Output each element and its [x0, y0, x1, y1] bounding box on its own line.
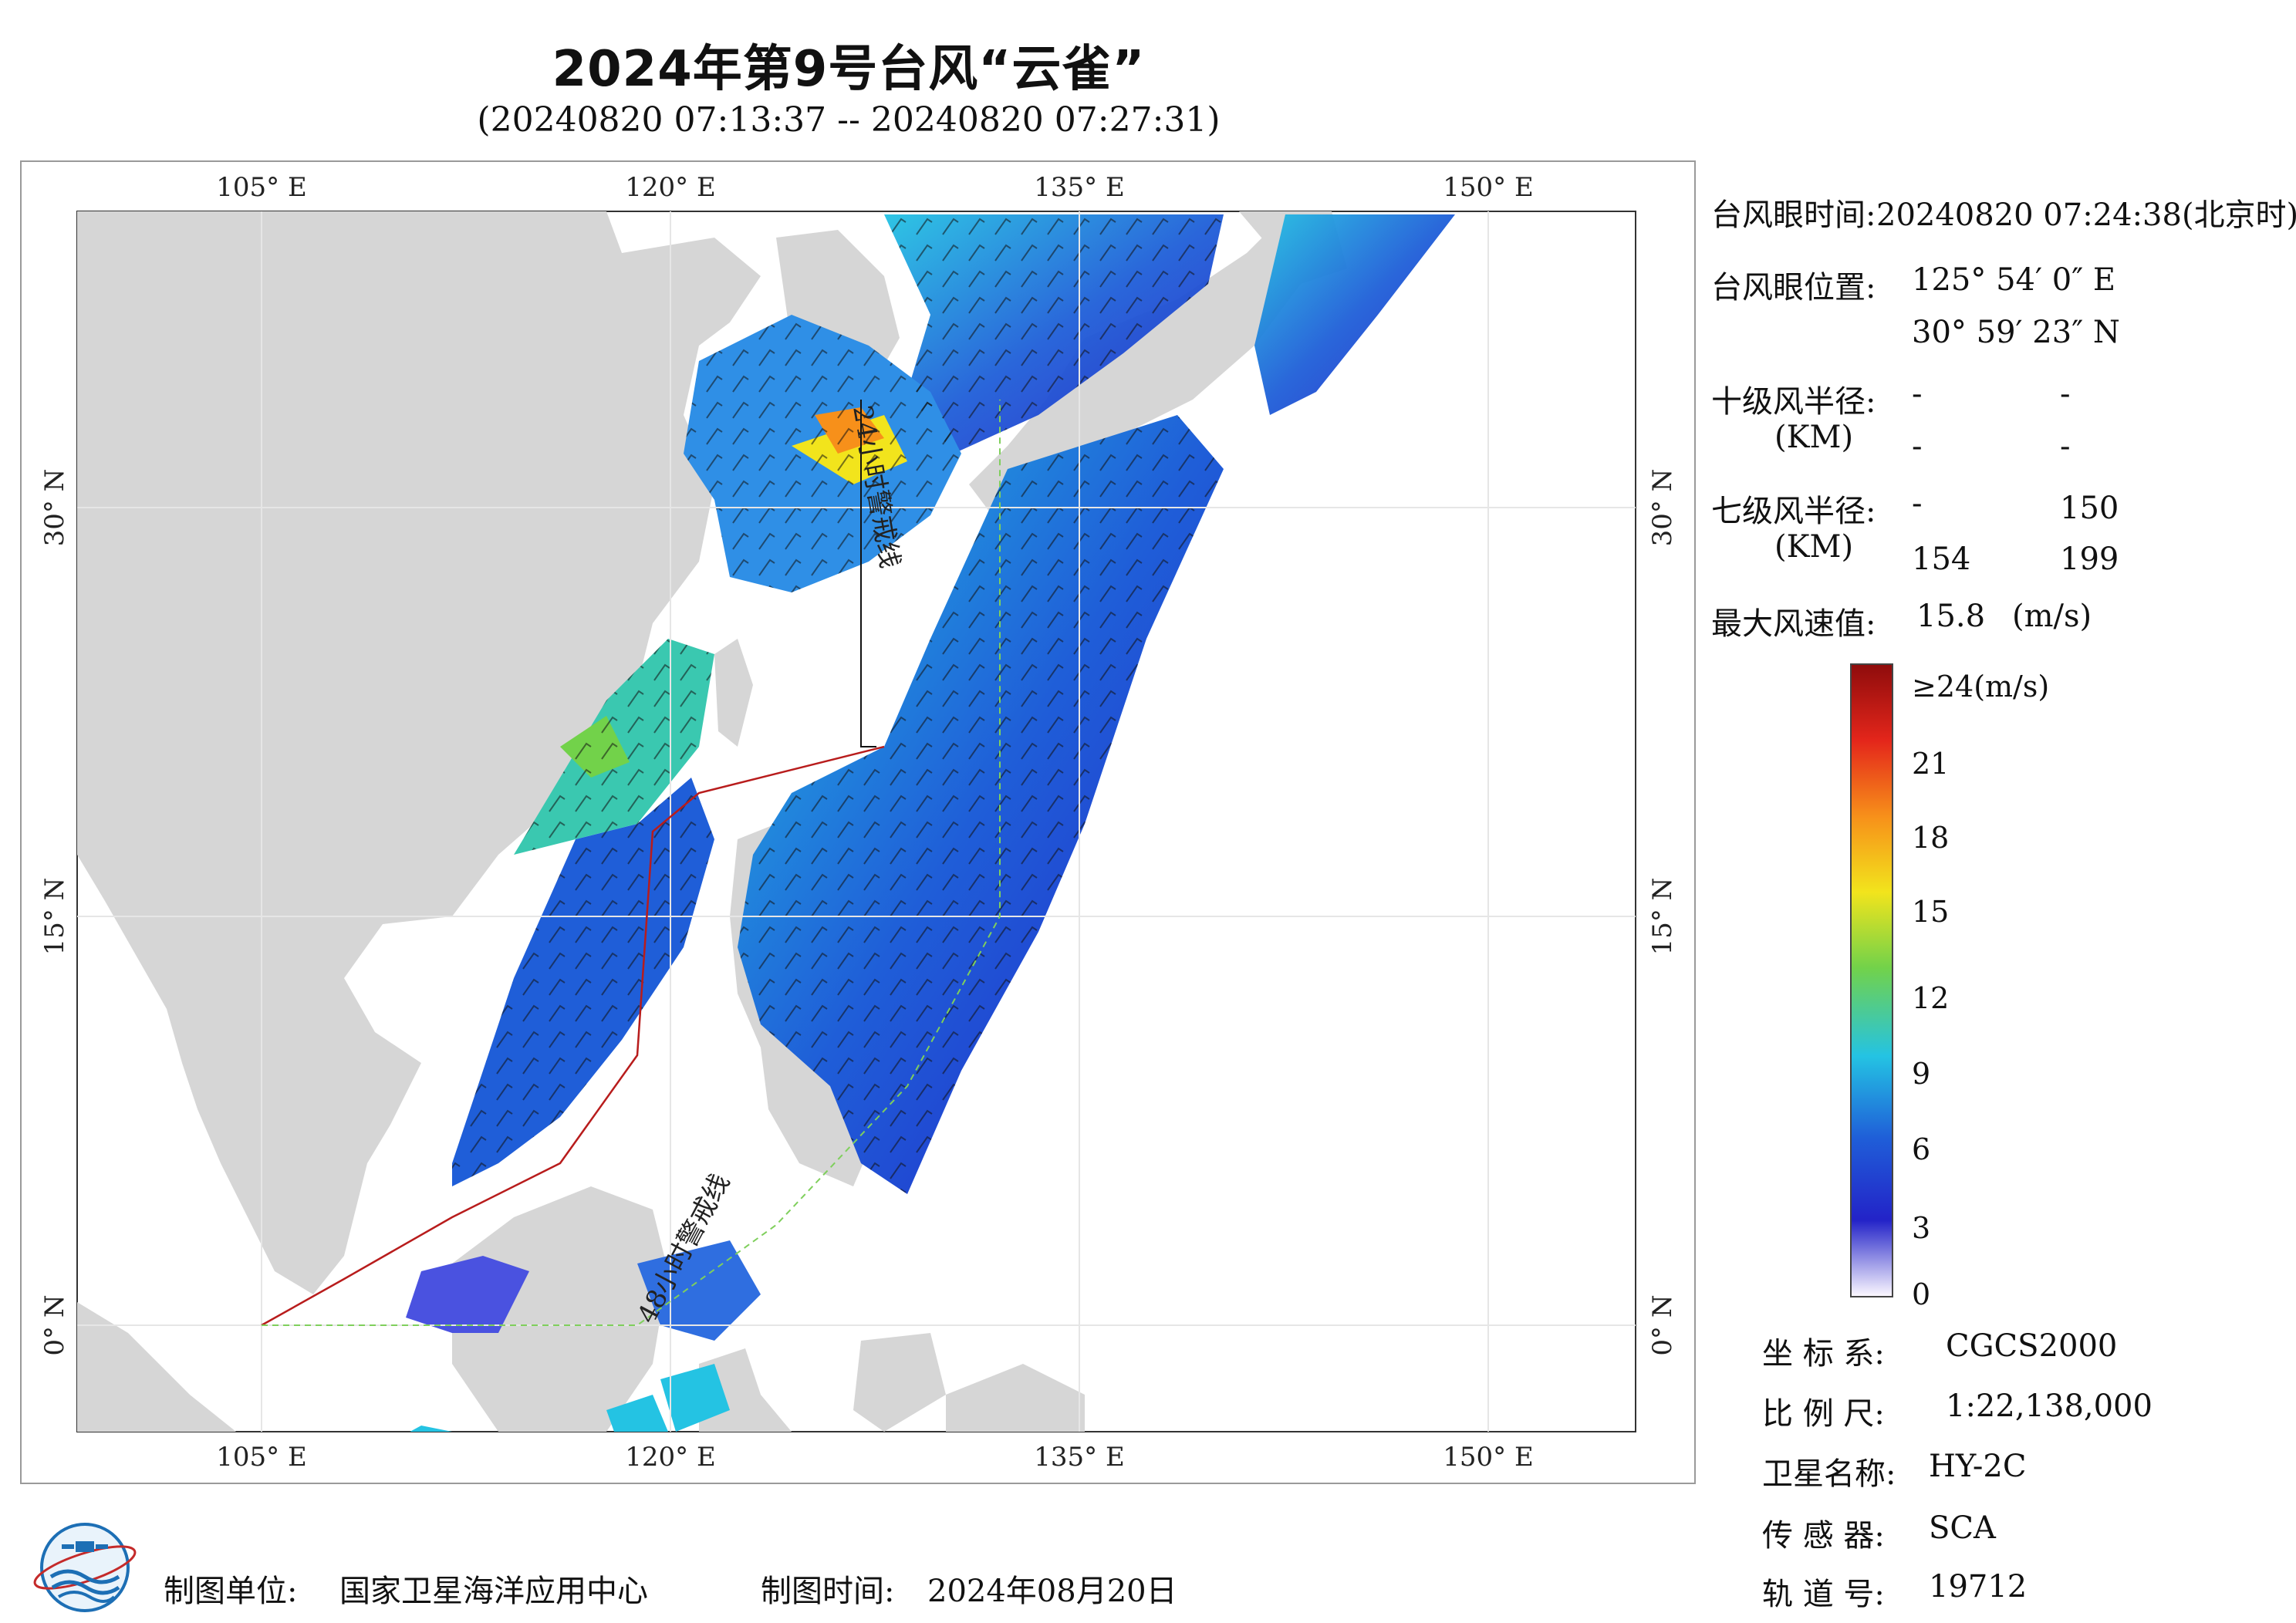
colorbar-tick-18: 18	[1912, 821, 1950, 855]
scale-value: 1:22,138,000	[1946, 1388, 2152, 1424]
r7-value-4: 199	[2060, 542, 2119, 577]
colorbar-tick-0: 0	[1912, 1277, 1931, 1311]
eye-time-value: 20240820 07:24:38(北京时)	[1876, 197, 2296, 233]
colorbar-tick-24: ≥24(m/s)	[1912, 670, 2050, 704]
r7-label: 七级风半径:	[1711, 494, 1876, 529]
r10-unit: (KM)	[1774, 420, 1854, 455]
crs-label: 坐 标 系:	[1762, 1336, 1885, 1372]
wind-swaths	[352, 214, 1455, 1432]
lat-label-right-0: 0° N	[1647, 1294, 1678, 1355]
r7-value-3: 154	[1912, 542, 1971, 577]
eye-latitude: 30° 59′ 23″ N	[1912, 315, 2120, 350]
r7-unit: (KM)	[1774, 529, 1854, 565]
lon-label-top-135: 135° E	[1034, 172, 1125, 203]
production-date-label: 制图时间:	[761, 1574, 895, 1609]
production-date-value: 2024年08月20日	[927, 1574, 1177, 1609]
map-title: 2024年第9号台风“云雀”	[552, 41, 1146, 98]
eye-longitude: 125° 54′ 0″ E	[1912, 262, 2116, 298]
producer-value: 国家卫星海洋应用中心	[339, 1574, 648, 1609]
max-wind-label: 最大风速值:	[1711, 606, 1876, 642]
lon-label-top-105: 105° E	[216, 172, 307, 203]
colorbar-tick-21: 21	[1912, 747, 1950, 781]
r10-value-4: -	[2060, 429, 2071, 464]
colorbar-tick-9: 9	[1912, 1057, 1931, 1091]
map-time-range: (20240820 07:13:37 -- 20240820 07:27:31)	[477, 100, 1221, 140]
sensor-value: SCA	[1929, 1510, 1996, 1546]
scale-label: 比 例 尺:	[1762, 1396, 1885, 1432]
lon-label-bottom-150: 150° E	[1443, 1442, 1534, 1473]
satellite-label: 卫星名称:	[1762, 1456, 1896, 1492]
colorbar-tick-6: 6	[1912, 1132, 1931, 1166]
lon-label-bottom-105: 105° E	[216, 1442, 307, 1473]
nsoas-logo-icon	[33, 1523, 137, 1612]
lat-label-right-30: 30° N	[1647, 469, 1678, 547]
lon-label-top-120: 120° E	[625, 172, 716, 203]
lat-label-left-30: 30° N	[39, 469, 70, 547]
wind-speed-colorbar	[1850, 663, 1893, 1297]
r10-value-1: -	[1912, 376, 1923, 412]
r10-value-3: -	[1912, 429, 1923, 464]
colorbar-tick-12: 12	[1912, 981, 1950, 1015]
colorbar-tick-15: 15	[1912, 895, 1950, 929]
lat-label-right-15: 15° N	[1647, 878, 1678, 956]
colorbar-tick-3: 3	[1912, 1211, 1931, 1245]
map-frame	[20, 160, 1696, 1484]
graticule	[77, 211, 1636, 1432]
wind-map: 24小时警戒线 48小时警戒线 105° E 120° E 135° E 150…	[39, 172, 1678, 1473]
producer-label: 制图单位:	[164, 1574, 298, 1609]
r10-label: 十级风半径:	[1711, 384, 1876, 420]
lon-label-bottom-135: 135° E	[1034, 1442, 1125, 1473]
lat-label-left-15: 15° N	[39, 878, 70, 956]
max-wind-unit: (m/s)	[2012, 599, 2092, 634]
land	[77, 211, 1347, 1432]
24h-warning-line	[860, 400, 876, 747]
satellite-value: HY-2C	[1929, 1449, 2027, 1484]
r7-value-1: -	[1912, 486, 1923, 521]
sensor-label: 传 感 器:	[1762, 1518, 1885, 1554]
eye-time-label: 台风眼时间:	[1711, 197, 1876, 233]
r7-value-2: 150	[2060, 491, 2119, 526]
lon-label-top-150: 150° E	[1443, 172, 1534, 203]
crs-value: CGCS2000	[1946, 1328, 2118, 1364]
orbit-label: 轨 道 号:	[1762, 1577, 1885, 1612]
orbit-value: 19712	[1929, 1569, 2028, 1604]
48h-warning-line	[261, 745, 885, 1327]
lat-label-left-0: 0° N	[39, 1294, 70, 1355]
r10-value-2: -	[2060, 376, 2071, 412]
lon-label-bottom-120: 120° E	[625, 1442, 716, 1473]
boundary-line	[262, 400, 1001, 1326]
max-wind-value: 15.8	[1916, 599, 1986, 634]
eye-position-label: 台风眼位置:	[1711, 270, 1876, 305]
